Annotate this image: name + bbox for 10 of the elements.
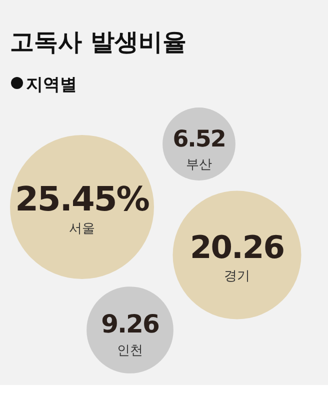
category-label: 부산 — [186, 157, 212, 172]
data-label: 6.52 — [172, 126, 226, 152]
data-label: 25.45% — [15, 179, 150, 218]
data-label: 20.26 — [190, 230, 284, 266]
category-label: 인천 — [117, 344, 143, 359]
text: 지역별 — [26, 75, 77, 95]
text: 고독사 발생비율 — [10, 28, 186, 56]
data-label: 9.26 — [101, 310, 160, 339]
category-label: 경기 — [224, 269, 250, 284]
category-label: 서울 — [69, 221, 95, 236]
